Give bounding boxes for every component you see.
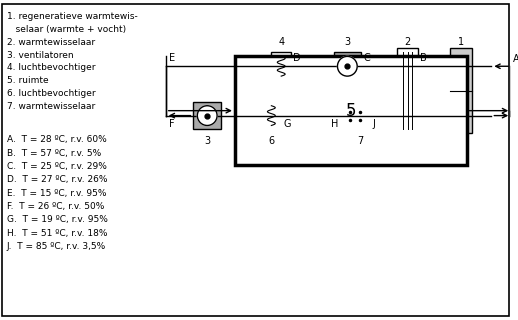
Bar	[235, 56, 467, 165]
Circle shape	[337, 56, 357, 76]
Bar	[271, 52, 291, 80]
Text: 1: 1	[458, 36, 464, 46]
Bar	[450, 49, 472, 133]
Text: A: A	[513, 54, 518, 64]
Text: 1. regeneratieve warmtewis-
   selaar (warmte + vocht)
2. warmtewisselaar
3. ven: 1. regeneratieve warmtewis- selaar (warm…	[7, 12, 138, 111]
Text: 4: 4	[278, 36, 284, 46]
Bar	[340, 102, 370, 129]
Bar	[262, 102, 281, 129]
Text: G: G	[283, 118, 291, 129]
Text: B: B	[420, 53, 427, 63]
Text: A.  T = 28 ºC, r.v. 60%
B.  T = 57 ºC, r.v. 5%
C.  T = 25 ºC, r.v. 29%
D.  T = 2: A. T = 28 ºC, r.v. 60% B. T = 57 ºC, r.v…	[7, 135, 108, 251]
Text: 7: 7	[357, 136, 363, 146]
Text: F: F	[169, 118, 175, 129]
Text: D: D	[293, 53, 300, 63]
Text: 2: 2	[405, 36, 411, 46]
Text: C: C	[363, 53, 370, 63]
Text: 3: 3	[204, 136, 210, 146]
Bar	[334, 52, 361, 80]
Text: H: H	[331, 118, 338, 129]
Bar	[193, 102, 221, 129]
Text: 3: 3	[344, 36, 350, 46]
Text: J: J	[372, 118, 375, 129]
Circle shape	[197, 106, 217, 125]
Text: 6: 6	[268, 136, 275, 146]
Text: E: E	[169, 53, 175, 63]
Bar	[397, 49, 419, 133]
Text: 5: 5	[346, 102, 356, 120]
